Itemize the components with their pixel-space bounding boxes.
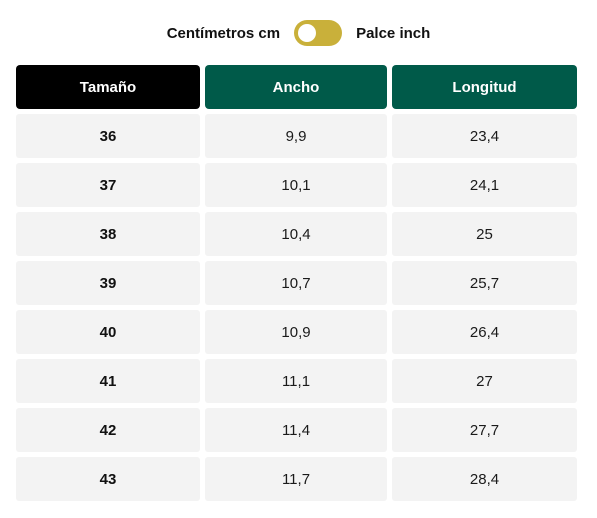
header-size: Tamaño: [16, 65, 200, 109]
table-cell-length: 27: [392, 359, 577, 403]
unit-toggle-switch[interactable]: [294, 20, 343, 46]
table-cell-length: 25,7: [392, 261, 577, 305]
table-cell-size: 39: [16, 261, 200, 305]
table-cell-length: 27,7: [392, 408, 577, 452]
table-cell-width: 11,1: [205, 359, 387, 403]
table-cell-size: 40: [16, 310, 200, 354]
table-cell-size: 37: [16, 163, 200, 207]
table-cell-length: 26,4: [392, 310, 577, 354]
table-cell-width: 9,9: [205, 114, 387, 158]
toggle-knob: [298, 24, 317, 42]
table-cell-width: 11,4: [205, 408, 387, 452]
table-cell-width: 10,1: [205, 163, 387, 207]
table-cell-size: 36: [16, 114, 200, 158]
table-cell-length: 28,4: [392, 457, 577, 501]
unit-label-centimeters[interactable]: Centímetros cm: [166, 24, 281, 42]
table-cell-length: 23,4: [392, 114, 577, 158]
table-cell-width: 11,7: [205, 457, 387, 501]
table-cell-width: 10,7: [205, 261, 387, 305]
table-cell-size: 41: [16, 359, 200, 403]
table-cell-length: 24,1: [392, 163, 577, 207]
unit-label-inches[interactable]: Palce inch: [356, 24, 431, 42]
table-cell-length: 25: [392, 212, 577, 256]
table-cell-size: 38: [16, 212, 200, 256]
unit-toggle-row: Centímetros cm Palce inch: [0, 18, 597, 48]
header-length: Longitud: [392, 65, 577, 109]
table-cell-width: 10,4: [205, 212, 387, 256]
table-cell-size: 42: [16, 408, 200, 452]
table-cell-size: 43: [16, 457, 200, 501]
size-table: Tamaño Ancho Longitud 36 9,9 23,4 37 10,1 24,1 38…: [16, 65, 577, 501]
header-width: Ancho: [205, 65, 387, 109]
table-cell-width: 10,9: [205, 310, 387, 354]
